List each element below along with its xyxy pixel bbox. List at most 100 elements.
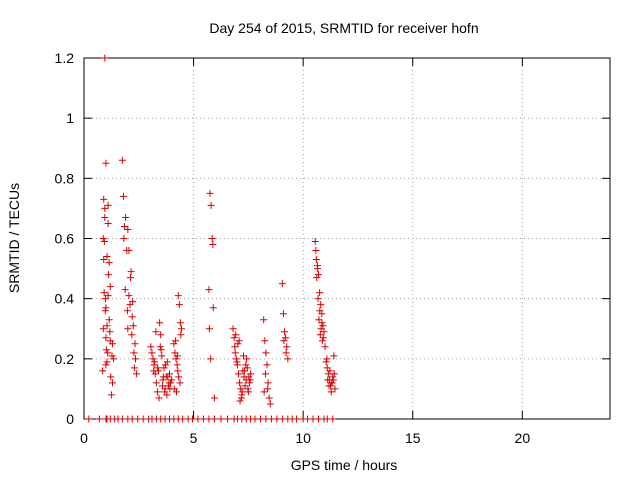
data-point bbox=[126, 274, 134, 282]
data-point bbox=[261, 337, 269, 345]
data-point bbox=[232, 355, 240, 363]
y-tick-label: 0.8 bbox=[55, 170, 75, 186]
data-point bbox=[130, 349, 138, 357]
data-point bbox=[282, 349, 290, 357]
data-point bbox=[318, 337, 326, 345]
data-point bbox=[156, 343, 164, 351]
data-point bbox=[176, 319, 184, 327]
data-point bbox=[247, 370, 255, 378]
data-point bbox=[315, 316, 323, 324]
data-point bbox=[102, 334, 110, 342]
data-point bbox=[124, 325, 132, 333]
data-point bbox=[99, 235, 107, 242]
data-point bbox=[128, 331, 136, 339]
data-point bbox=[209, 304, 217, 312]
data-point bbox=[316, 331, 324, 339]
y-tick-label: 1 bbox=[66, 110, 74, 126]
data-point bbox=[321, 343, 329, 351]
data-point bbox=[106, 283, 114, 291]
data-point bbox=[313, 274, 321, 282]
data-point bbox=[103, 358, 111, 366]
data-point bbox=[101, 204, 109, 212]
data-point bbox=[281, 328, 289, 336]
data-point bbox=[161, 388, 169, 396]
data-point bbox=[158, 352, 166, 360]
data-point bbox=[330, 352, 338, 360]
data-point bbox=[210, 415, 218, 423]
data-point bbox=[129, 298, 137, 306]
data-point bbox=[233, 358, 241, 366]
data-point bbox=[149, 355, 157, 363]
data-point bbox=[260, 316, 268, 324]
data-point bbox=[319, 334, 327, 342]
data-point bbox=[241, 382, 249, 390]
data-point bbox=[245, 373, 253, 381]
data-point bbox=[152, 328, 160, 336]
data-point bbox=[173, 352, 181, 360]
data-point bbox=[108, 352, 116, 360]
data-point bbox=[205, 286, 213, 294]
data-point bbox=[278, 280, 286, 288]
data-point bbox=[158, 382, 166, 390]
data-point bbox=[320, 328, 328, 336]
chart-title: Day 254 of 2015, SRMTID for receiver hof… bbox=[209, 20, 478, 36]
data-point bbox=[156, 319, 164, 327]
data-point bbox=[124, 225, 132, 233]
data-point bbox=[174, 292, 182, 300]
data-point bbox=[331, 385, 339, 393]
data-point bbox=[293, 415, 301, 423]
data-point bbox=[151, 358, 159, 366]
data-point bbox=[108, 379, 116, 387]
data-point bbox=[85, 415, 93, 423]
data-point bbox=[329, 376, 337, 384]
y-tick-label: 0 bbox=[66, 411, 74, 427]
data-point bbox=[329, 415, 337, 423]
data-point bbox=[151, 370, 159, 378]
data-point bbox=[243, 364, 251, 372]
y-tick-label: 1.2 bbox=[55, 50, 75, 66]
x-axis-label: GPS time / hours bbox=[291, 457, 398, 473]
data-point bbox=[328, 379, 336, 387]
data-point bbox=[100, 289, 108, 297]
data-point bbox=[157, 331, 165, 339]
data-point bbox=[170, 340, 178, 348]
data-point bbox=[263, 361, 271, 369]
data-point bbox=[102, 361, 110, 369]
data-point bbox=[132, 355, 140, 363]
data-point bbox=[209, 241, 217, 249]
data-point bbox=[155, 394, 163, 402]
data-point bbox=[133, 370, 141, 378]
data-point bbox=[231, 349, 239, 357]
data-point bbox=[121, 222, 129, 230]
scatter-points bbox=[85, 54, 339, 423]
data-point bbox=[106, 328, 114, 336]
data-point bbox=[172, 355, 180, 363]
data-point bbox=[261, 370, 269, 378]
x-tick-label: 5 bbox=[190, 430, 198, 446]
data-point bbox=[173, 361, 181, 369]
data-point bbox=[125, 292, 133, 300]
data-point bbox=[165, 370, 173, 378]
data-point bbox=[312, 247, 320, 255]
data-point bbox=[243, 355, 251, 363]
data-point bbox=[100, 256, 108, 264]
data-point bbox=[234, 340, 242, 348]
data-point bbox=[122, 213, 130, 221]
data-point bbox=[127, 268, 135, 276]
data-point bbox=[217, 415, 225, 423]
data-point bbox=[110, 355, 118, 363]
data-point bbox=[329, 373, 337, 381]
y-tick-label: 0.6 bbox=[55, 231, 75, 247]
data-point bbox=[120, 235, 128, 242]
data-point bbox=[170, 385, 178, 393]
data-point bbox=[315, 271, 323, 279]
data-point bbox=[317, 301, 325, 309]
data-point bbox=[103, 322, 111, 330]
data-point bbox=[100, 195, 108, 203]
data-point bbox=[280, 337, 288, 345]
data-point bbox=[147, 343, 155, 351]
data-point bbox=[318, 319, 326, 327]
data-point bbox=[175, 301, 183, 309]
data-point bbox=[229, 325, 237, 333]
